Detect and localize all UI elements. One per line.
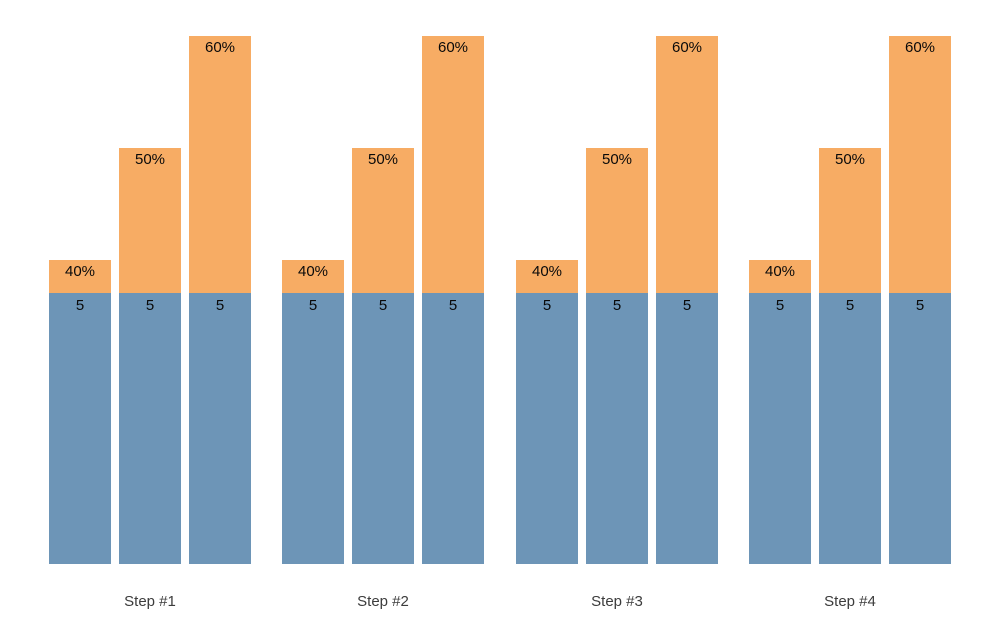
bar-top-label: 50%: [134, 151, 166, 168]
bar-segment-base: 5: [119, 293, 181, 564]
bar-top-label: 60%: [437, 39, 469, 56]
bar-segment-top: 40%: [516, 260, 578, 293]
bar-segment-top: 60%: [422, 36, 484, 293]
bar-base-label: 5: [145, 297, 155, 314]
bar-top-label: 40%: [764, 263, 796, 280]
category-label: Step #1: [124, 593, 176, 610]
bar-base-label: 5: [75, 297, 85, 314]
category-label: Step #2: [357, 593, 409, 610]
bar-segment-base: 5: [586, 293, 648, 564]
bar-segment-top: 60%: [189, 36, 251, 293]
bar-segment-base: 5: [49, 293, 111, 564]
bar-top-label: 40%: [297, 263, 329, 280]
bar-segment-base: 5: [819, 293, 881, 564]
bar-segment-base: 5: [189, 293, 251, 564]
bar-base-label: 5: [612, 297, 622, 314]
bar-base-label: 5: [215, 297, 225, 314]
bar-segment-top: 40%: [749, 260, 811, 293]
category-label: Step #4: [824, 593, 876, 610]
bar-segment-top: 40%: [49, 260, 111, 293]
bar-top-label: 50%: [834, 151, 866, 168]
bar-segment-base: 5: [352, 293, 414, 564]
bar-top-label: 60%: [671, 39, 703, 56]
bar-base-label: 5: [775, 297, 785, 314]
bar-top-label: 40%: [64, 263, 96, 280]
bar-top-label: 40%: [531, 263, 563, 280]
bar-segment-top: 40%: [282, 260, 344, 293]
category-label: Step #3: [591, 593, 643, 610]
bar-segment-base: 5: [422, 293, 484, 564]
bar-segment-base: 5: [889, 293, 951, 564]
bar-top-label: 50%: [367, 151, 399, 168]
bar-segment-top: 60%: [656, 36, 718, 293]
bar-segment-top: 60%: [889, 36, 951, 293]
bar-segment-base: 5: [749, 293, 811, 564]
bar-base-label: 5: [845, 297, 855, 314]
bar-segment-top: 50%: [352, 148, 414, 293]
bar-base-label: 5: [542, 297, 552, 314]
bar-segment-base: 5: [282, 293, 344, 564]
bar-top-label: 60%: [904, 39, 936, 56]
bar-segment-top: 50%: [586, 148, 648, 293]
bar-base-label: 5: [915, 297, 925, 314]
bar-base-label: 5: [378, 297, 388, 314]
bar-top-label: 60%: [204, 39, 236, 56]
bar-base-label: 5: [448, 297, 458, 314]
bar-top-label: 50%: [601, 151, 633, 168]
bar-segment-top: 50%: [819, 148, 881, 293]
bar-segment-base: 5: [656, 293, 718, 564]
bar-segment-base: 5: [516, 293, 578, 564]
bar-base-label: 5: [682, 297, 692, 314]
bar-segment-top: 50%: [119, 148, 181, 293]
bar-base-label: 5: [308, 297, 318, 314]
